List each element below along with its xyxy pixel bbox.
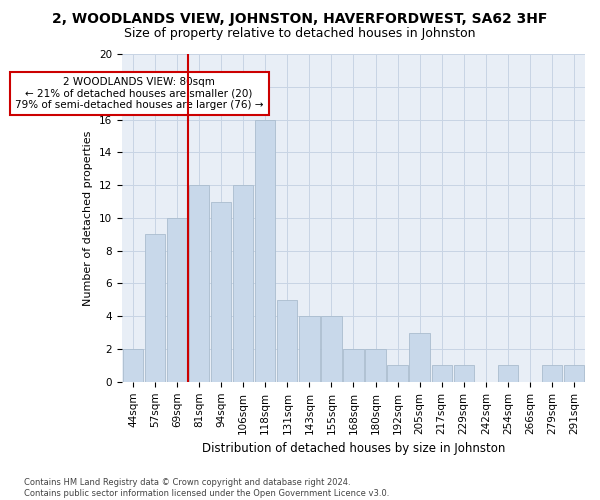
Y-axis label: Number of detached properties: Number of detached properties <box>83 130 94 306</box>
Bar <box>233 185 253 382</box>
Bar <box>542 366 562 382</box>
Bar <box>365 349 386 382</box>
Bar <box>123 349 143 382</box>
Text: Size of property relative to detached houses in Johnston: Size of property relative to detached ho… <box>124 28 476 40</box>
Bar <box>564 366 584 382</box>
Bar <box>454 366 474 382</box>
Bar <box>255 120 275 382</box>
Bar <box>189 185 209 382</box>
Text: 2 WOODLANDS VIEW: 80sqm
← 21% of detached houses are smaller (20)
79% of semi-de: 2 WOODLANDS VIEW: 80sqm ← 21% of detache… <box>15 77 263 110</box>
Bar <box>321 316 341 382</box>
Bar <box>145 234 165 382</box>
Bar <box>343 349 364 382</box>
X-axis label: Distribution of detached houses by size in Johnston: Distribution of detached houses by size … <box>202 442 505 455</box>
Bar <box>211 202 232 382</box>
Bar <box>277 300 298 382</box>
Bar <box>409 332 430 382</box>
Text: Contains HM Land Registry data © Crown copyright and database right 2024.
Contai: Contains HM Land Registry data © Crown c… <box>24 478 389 498</box>
Bar <box>388 366 408 382</box>
Bar <box>167 218 187 382</box>
Bar <box>431 366 452 382</box>
Bar <box>299 316 320 382</box>
Bar <box>497 366 518 382</box>
Text: 2, WOODLANDS VIEW, JOHNSTON, HAVERFORDWEST, SA62 3HF: 2, WOODLANDS VIEW, JOHNSTON, HAVERFORDWE… <box>52 12 548 26</box>
